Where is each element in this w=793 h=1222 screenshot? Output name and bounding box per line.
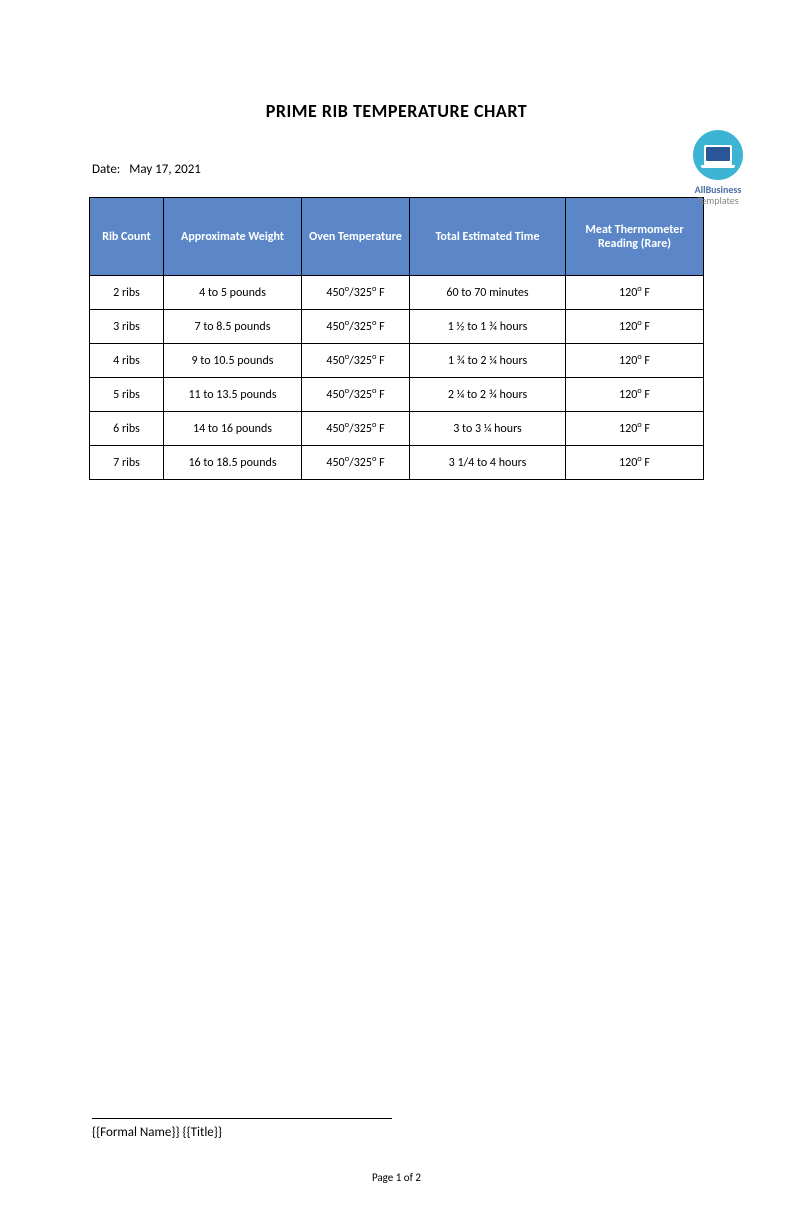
table-row: 2 ribs4 to 5 pounds450o/325o F60 to 70 m… bbox=[90, 276, 704, 310]
table-row: 4 ribs9 to 10.5 pounds450o/325o F1 ¾ to … bbox=[90, 344, 704, 378]
cell-weight: 11 to 13.5 pounds bbox=[164, 378, 302, 412]
cell-time: 60 to 70 minutes bbox=[410, 276, 566, 310]
cell-weight: 7 to 8.5 pounds bbox=[164, 310, 302, 344]
col-total-time: Total Estimated Time bbox=[410, 198, 566, 276]
signature-placeholder: {{Formal Name}} {{Title}} bbox=[92, 1125, 392, 1140]
table-header-row: Rib Count Approximate Weight Oven Temper… bbox=[90, 198, 704, 276]
cell-oven-temp: 450o/325o F bbox=[302, 412, 410, 446]
cell-weight: 9 to 10.5 pounds bbox=[164, 344, 302, 378]
brand-line2: Templates bbox=[693, 195, 743, 206]
cell-rib-count: 4 ribs bbox=[90, 344, 164, 378]
cell-weight: 16 to 18.5 pounds bbox=[164, 446, 302, 480]
table-row: 3 ribs7 to 8.5 pounds450o/325o F1 ½ to 1… bbox=[90, 310, 704, 344]
cell-meat-reading: 120o F bbox=[566, 344, 704, 378]
cell-meat-reading: 120o F bbox=[566, 446, 704, 480]
cell-time: 1 ½ to 1 ¾ hours bbox=[410, 310, 566, 344]
temperature-table: Rib Count Approximate Weight Oven Temper… bbox=[89, 197, 704, 480]
cell-time: 1 ¾ to 2 ¼ hours bbox=[410, 344, 566, 378]
cell-meat-reading: 120o F bbox=[566, 276, 704, 310]
cell-weight: 14 to 16 pounds bbox=[164, 412, 302, 446]
cell-oven-temp: 450o/325o F bbox=[302, 344, 410, 378]
cell-meat-reading: 120o F bbox=[566, 412, 704, 446]
brand-logo: AllBusiness Templates bbox=[693, 130, 743, 206]
cell-oven-temp: 450o/325o F bbox=[302, 276, 410, 310]
cell-rib-count: 2 ribs bbox=[90, 276, 164, 310]
col-meat-reading: Meat Thermometer Reading (Rare) bbox=[566, 198, 704, 276]
col-oven-temp: Oven Temperature bbox=[302, 198, 410, 276]
cell-rib-count: 7 ribs bbox=[90, 446, 164, 480]
table-row: 7 ribs16 to 18.5 pounds450o/325o F3 1/4 … bbox=[90, 446, 704, 480]
date-value: May 17, 2021 bbox=[129, 162, 201, 177]
cell-oven-temp: 450o/325o F bbox=[302, 378, 410, 412]
cell-oven-temp: 450o/325o F bbox=[302, 446, 410, 480]
cell-weight: 4 to 5 pounds bbox=[164, 276, 302, 310]
cell-time: 2 ¼ to 2 ¾ hours bbox=[410, 378, 566, 412]
cell-oven-temp: 450o/325o F bbox=[302, 310, 410, 344]
cell-rib-count: 5 ribs bbox=[90, 378, 164, 412]
signature-block: {{Formal Name}} {{Title}} bbox=[92, 1118, 392, 1140]
cell-meat-reading: 120o F bbox=[566, 378, 704, 412]
col-approx-weight: Approximate Weight bbox=[164, 198, 302, 276]
table-row: 5 ribs11 to 13.5 pounds450o/325o F2 ¼ to… bbox=[90, 378, 704, 412]
date-row: Date: May 17, 2021 bbox=[92, 162, 793, 177]
cell-time: 3 1/4 to 4 hours bbox=[410, 446, 566, 480]
laptop-icon bbox=[693, 130, 743, 180]
date-label: Date: bbox=[92, 162, 120, 177]
brand-text: AllBusiness Templates bbox=[693, 184, 743, 206]
cell-rib-count: 3 ribs bbox=[90, 310, 164, 344]
col-rib-count: Rib Count bbox=[90, 198, 164, 276]
page-number: Page 1 of 2 bbox=[0, 1171, 793, 1184]
cell-rib-count: 6 ribs bbox=[90, 412, 164, 446]
page-title: PRIME RIB TEMPERATURE CHART bbox=[0, 100, 793, 122]
table-row: 6 ribs14 to 16 pounds450o/325o F3 to 3 ¼… bbox=[90, 412, 704, 446]
signature-line bbox=[92, 1118, 392, 1119]
cell-meat-reading: 120o F bbox=[566, 310, 704, 344]
cell-time: 3 to 3 ¼ hours bbox=[410, 412, 566, 446]
